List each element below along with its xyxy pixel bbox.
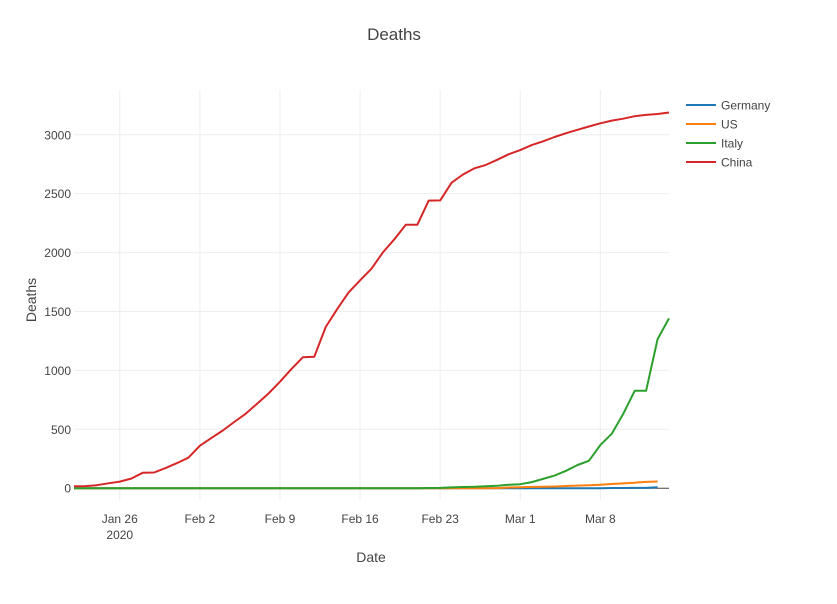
y-tick-label: 2000 xyxy=(44,246,71,260)
chart-title: Deaths xyxy=(367,25,421,44)
series-line-china xyxy=(73,111,670,488)
x-axis-label: Date xyxy=(356,549,386,565)
series-line-italy xyxy=(74,317,670,490)
x-tick-sublabel: 2020 xyxy=(106,528,133,542)
legend-label: Germany xyxy=(721,99,770,113)
y-tick-label: 500 xyxy=(51,423,71,437)
y-axis-ticks: 0 500 1000 1500 2000 2500 3000 xyxy=(44,128,71,495)
legend-label: US xyxy=(721,118,738,132)
grid xyxy=(74,90,669,500)
x-tick-label: Feb 23 xyxy=(421,512,459,526)
legend-label: Italy xyxy=(721,137,743,151)
x-tick-label: Mar 1 xyxy=(505,512,536,526)
legend-item-italy[interactable]: Italy xyxy=(686,137,743,151)
x-tick-label: Mar 8 xyxy=(585,512,616,526)
y-tick-label: 0 xyxy=(64,482,71,496)
y-tick-label: 1500 xyxy=(44,305,71,319)
y-tick-label: 2500 xyxy=(44,187,71,201)
legend-item-china[interactable]: China xyxy=(686,156,753,170)
y-axis-label: Deaths xyxy=(23,278,39,322)
x-tick-label: Feb 16 xyxy=(341,512,379,526)
x-tick-label: Jan 26 xyxy=(102,512,138,526)
x-tick-label: Feb 9 xyxy=(265,512,296,526)
y-tick-label: 1000 xyxy=(44,364,71,378)
legend-item-germany[interactable]: Germany xyxy=(686,99,770,113)
legend-item-us[interactable]: US xyxy=(686,118,738,132)
legend[interactable]: Germany US Italy China xyxy=(686,99,770,170)
x-axis-ticks: Jan 26 2020 Feb 2 Feb 9 Feb 16 Feb 23 Mar 1 Mar… xyxy=(102,512,616,542)
series-line-us xyxy=(74,480,658,490)
y-tick-label: 3000 xyxy=(44,128,71,142)
series-lines xyxy=(73,111,670,490)
x-tick-label: Feb 2 xyxy=(185,512,216,526)
legend-label: China xyxy=(721,156,753,170)
